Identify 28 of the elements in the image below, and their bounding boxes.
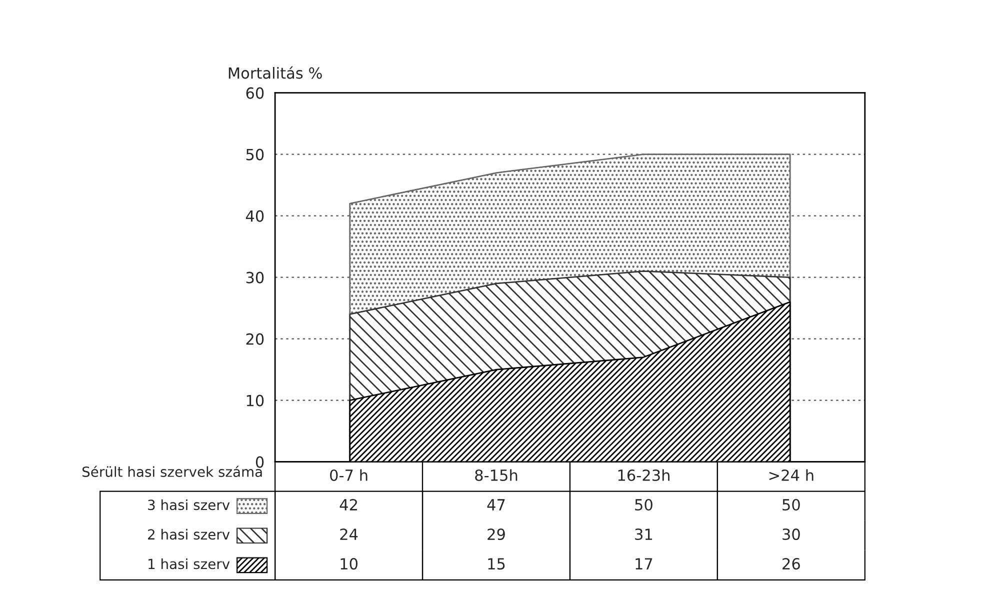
data-label: 42 — [340, 498, 357, 510]
data-label: 50 — [635, 498, 652, 511]
y-tick-label: 40 — [246, 210, 264, 222]
y-tick-label: 10 — [246, 394, 264, 406]
data-label: 15 — [488, 558, 505, 570]
data-label: 47 — [487, 499, 505, 510]
data-label: 29 — [488, 528, 505, 540]
data-label: 10 — [340, 558, 358, 570]
legend-label: 1 hasi szerv — [148, 558, 230, 570]
y-tick-label: 50 — [246, 148, 264, 160]
data-label: 26 — [782, 558, 800, 570]
legend-label: 3 hasi szerv — [148, 499, 230, 510]
data-label: 31 — [635, 528, 652, 540]
data-label: 50 — [782, 498, 800, 511]
data-label: 24 — [340, 528, 358, 540]
data-label: 30 — [782, 528, 800, 540]
y-tick-label: 20 — [246, 333, 264, 345]
x-tick-label: 0-7 h — [330, 469, 368, 482]
y-tick-label: 60 — [246, 87, 264, 99]
x-tick-label: 16-23h — [618, 469, 670, 482]
data-label: 17 — [636, 558, 652, 570]
x-tick-label: >24 h — [769, 469, 814, 481]
x-tick-label: 8-15h — [475, 469, 518, 482]
y-axis-title: Mortalitás % — [228, 66, 322, 79]
legend-label: 2 hasi szerv — [148, 528, 230, 540]
y-tick-label: 30 — [246, 272, 264, 284]
y-tick-label: 0 — [256, 456, 264, 468]
legend-title: Sérült hasi szervek száma — [82, 466, 262, 478]
